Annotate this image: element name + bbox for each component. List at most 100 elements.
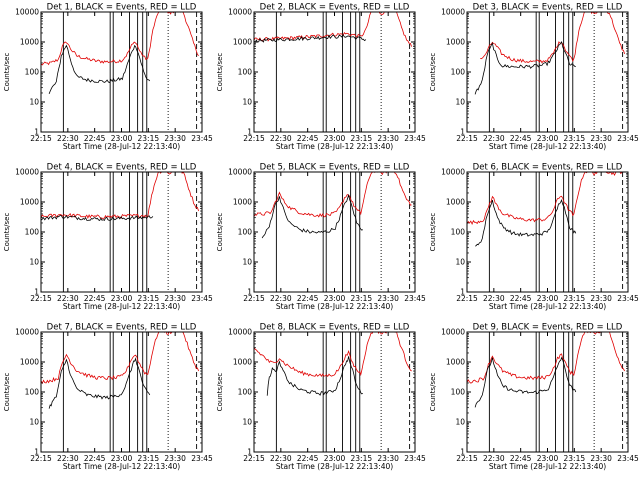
series-line-events xyxy=(254,33,367,44)
y-tick-label: 10 xyxy=(455,98,465,107)
series-line-events xyxy=(474,356,577,408)
series-line-lld xyxy=(41,172,199,219)
panel-title: Det 3, BLACK = Events, RED = LLD xyxy=(473,3,623,13)
x-axis-label: Start Time (28-Jul-12 22:13:40) xyxy=(489,462,606,471)
y-tick-label: 10 xyxy=(455,418,465,427)
x-tick-label: 23:30 xyxy=(377,134,399,143)
y-tick-label: 1000 xyxy=(20,38,39,47)
series-line-events xyxy=(48,357,151,409)
x-tick-label: 22:15 xyxy=(30,454,52,463)
x-tick-label: 23:00 xyxy=(111,294,133,303)
x-axis-label: Start Time (28-Jul-12 22:13:40) xyxy=(63,462,180,471)
y-tick-label: 10 xyxy=(29,258,39,267)
series-line-events xyxy=(261,193,363,239)
y-tick-label: 10 xyxy=(242,258,252,267)
y-tick-label: 10 xyxy=(29,418,39,427)
x-tick-label: 22:30 xyxy=(270,134,292,143)
panel-det-6: Det 6, BLACK = Events, RED = LLD 22:15 22:… xyxy=(429,163,639,312)
y-tick-label: 10000 xyxy=(15,168,39,177)
x-tick-label: 22:15 xyxy=(243,294,265,303)
panel-det-9: Det 9, BLACK = Events, RED = LLD 22:15 22:… xyxy=(429,323,639,472)
x-axis-label: Start Time (28-Jul-12 22:13:40) xyxy=(276,302,393,311)
plot-area xyxy=(41,332,199,452)
plot-area xyxy=(41,172,199,292)
y-tick-label: 1 xyxy=(34,288,39,297)
y-tick-label: 10000 xyxy=(15,8,39,17)
x-tick-label: 22:45 xyxy=(510,294,532,303)
x-tick-label: 23:30 xyxy=(590,134,612,143)
y-tick-label: 1000 xyxy=(446,358,465,367)
x-axis-label: Start Time (28-Jul-12 22:13:40) xyxy=(489,302,606,311)
panel-title: Det 1, BLACK = Events, RED = LLD xyxy=(47,3,197,13)
x-tick-label: 23:15 xyxy=(564,134,586,143)
x-tick-label: 22:15 xyxy=(456,134,478,143)
x-tick-label: 23:30 xyxy=(377,454,399,463)
series-line-lld xyxy=(254,172,412,218)
y-tick-label: 100 xyxy=(238,228,253,237)
x-tick-label: 23:15 xyxy=(564,294,586,303)
plot-area xyxy=(254,172,412,292)
y-axis-label: Counts/sec xyxy=(3,373,11,412)
x-tick-label: 22:15 xyxy=(30,134,52,143)
x-tick-label: 23:00 xyxy=(324,294,346,303)
y-tick-label: 1 xyxy=(247,128,252,137)
x-tick-label: 22:30 xyxy=(57,294,79,303)
x-tick-label: 22:45 xyxy=(297,134,319,143)
y-tick-label: 10 xyxy=(455,258,465,267)
x-tick-label: 23:45 xyxy=(617,294,639,303)
y-tick-label: 1 xyxy=(460,128,465,137)
y-tick-label: 10000 xyxy=(228,8,252,17)
y-tick-label: 1 xyxy=(460,288,465,297)
x-axis-label: Start Time (28-Jul-12 22:13:40) xyxy=(276,462,393,471)
y-tick-label: 1 xyxy=(34,448,39,457)
x-tick-label: 23:00 xyxy=(324,134,346,143)
x-tick-label: 23:45 xyxy=(404,454,426,463)
series-line-lld xyxy=(467,332,625,384)
y-axis-label: Counts/sec xyxy=(429,213,437,252)
series-line-events xyxy=(474,199,577,247)
series-line-lld xyxy=(480,12,625,64)
x-tick-label: 23:00 xyxy=(537,294,559,303)
series-line-events xyxy=(41,214,154,222)
x-axis-label: Start Time (28-Jul-12 22:13:40) xyxy=(63,142,180,151)
x-tick-label: 22:45 xyxy=(84,454,106,463)
plot-frame xyxy=(253,171,416,293)
panel-det-3: Det 3, BLACK = Events, RED = LLD 22:15 22:… xyxy=(429,3,639,152)
x-tick-label: 23:15 xyxy=(138,294,160,303)
y-tick-label: 100 xyxy=(451,388,466,397)
x-tick-label: 23:15 xyxy=(564,454,586,463)
y-tick-label: 1000 xyxy=(233,38,252,47)
plot-frame xyxy=(253,11,416,133)
x-tick-label: 23:30 xyxy=(590,454,612,463)
x-tick-label: 22:30 xyxy=(270,454,292,463)
x-tick-label: 23:45 xyxy=(191,294,213,303)
x-tick-label: 22:45 xyxy=(84,134,106,143)
series-line-lld xyxy=(254,12,412,47)
x-tick-label: 22:15 xyxy=(456,294,478,303)
panel-det-4: Det 4, BLACK = Events, RED = LLD 22:15 22:… xyxy=(3,163,213,312)
x-tick-label: 23:00 xyxy=(537,454,559,463)
y-axis-label: Counts/sec xyxy=(216,373,224,412)
x-tick-label: 23:45 xyxy=(617,134,639,143)
plot-frame xyxy=(466,331,629,453)
plot-frame xyxy=(40,331,203,453)
plot-frame xyxy=(466,11,629,133)
x-tick-label: 23:00 xyxy=(111,454,133,463)
x-axis-label: Start Time (28-Jul-12 22:13:40) xyxy=(276,142,393,151)
x-tick-label: 22:30 xyxy=(57,134,79,143)
y-tick-label: 100 xyxy=(451,68,466,77)
panel-title: Det 5, BLACK = Events, RED = LLD xyxy=(260,163,410,173)
panel-det-2: Det 2, BLACK = Events, RED = LLD 22:15 22:… xyxy=(216,3,426,152)
plot-area xyxy=(254,332,412,452)
y-tick-label: 100 xyxy=(238,68,253,77)
plot-area xyxy=(467,172,624,292)
x-tick-label: 22:15 xyxy=(30,294,52,303)
panel-title: Det 4, BLACK = Events, RED = LLD xyxy=(47,163,197,173)
y-tick-label: 10000 xyxy=(228,328,252,337)
y-tick-label: 1000 xyxy=(233,358,252,367)
y-tick-label: 1 xyxy=(460,448,465,457)
x-tick-label: 22:15 xyxy=(243,454,265,463)
panel-det-5: Det 5, BLACK = Events, RED = LLD 22:15 22:… xyxy=(216,163,426,312)
series-line-events xyxy=(48,44,151,95)
x-tick-label: 23:00 xyxy=(537,134,559,143)
